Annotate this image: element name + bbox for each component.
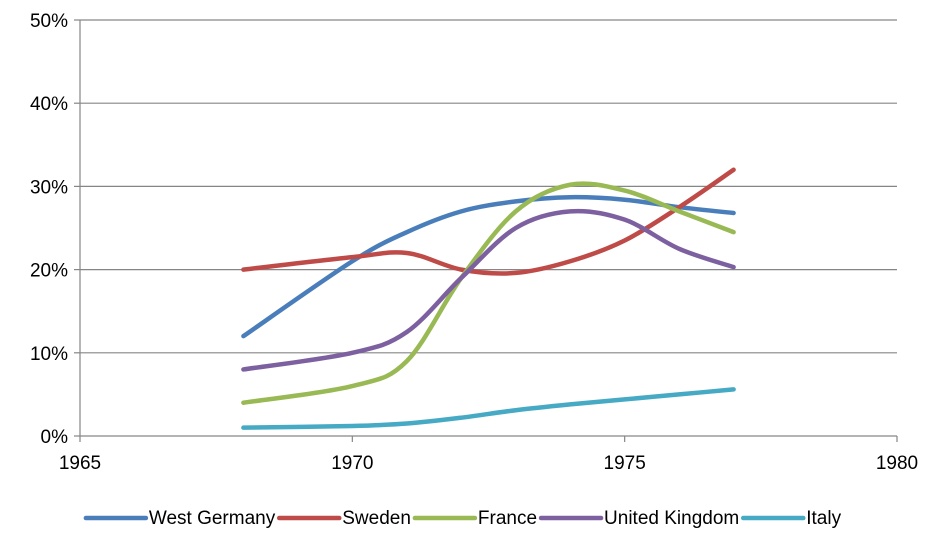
legend-item-italy: Italy: [741, 508, 842, 529]
legend-item-united-kingdom: United Kingdom: [538, 508, 739, 529]
y-tick-label: 30%: [30, 177, 68, 198]
legend: West Germany Sweden France United Kingdom It…: [83, 508, 842, 529]
y-tick-label: 0%: [41, 427, 69, 448]
y-tick-label: 40%: [30, 94, 68, 115]
x-tick-label: 1970: [331, 453, 373, 474]
series-line-sweden: [241, 167, 736, 276]
series-lines: [241, 167, 736, 430]
x-tick-label: 1980: [876, 453, 918, 474]
legend-item-france: France: [412, 508, 537, 529]
legend-item-west-germany: West Germany: [83, 508, 276, 529]
grid-lines: [80, 19, 897, 354]
legend-label: France: [478, 508, 537, 529]
legend-item-sweden: Sweden: [276, 508, 411, 529]
x-tick-label: 1965: [59, 453, 101, 474]
axes: 0% 10% 20% 30% 40% 50% 1965 1970 1975 1980: [30, 11, 918, 474]
y-tick-label: 50%: [30, 11, 68, 32]
series-line-united-kingdom: [241, 208, 736, 372]
legend-label: United Kingdom: [604, 508, 739, 529]
y-tick-label: 10%: [30, 344, 68, 365]
series-line-italy: [241, 387, 736, 430]
legend-label: West Germany: [149, 508, 276, 529]
series-line-france: [241, 181, 736, 405]
x-tick-label: 1975: [604, 453, 646, 474]
legend-label: Italy: [806, 508, 841, 529]
legend-label: Sweden: [342, 508, 411, 529]
y-tick-label: 20%: [30, 261, 68, 282]
